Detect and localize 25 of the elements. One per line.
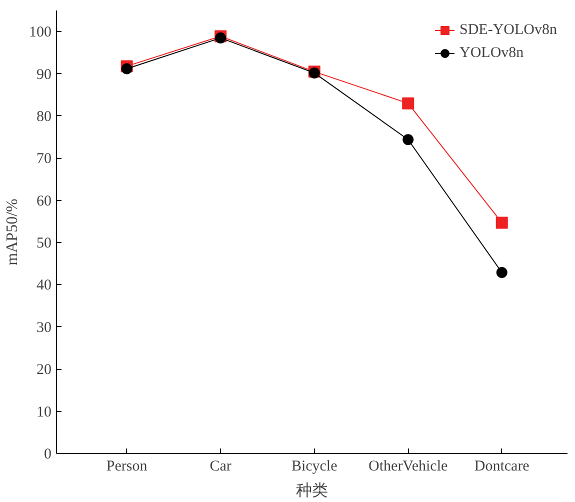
point: [496, 267, 508, 278]
y-tick-label: 10: [36, 404, 52, 420]
y-tick-label: 90: [36, 66, 52, 83]
y-tick-label: 0: [44, 446, 52, 462]
point: [402, 97, 414, 110]
x-tick-label: Car: [210, 458, 232, 474]
legend-label: SDE-YOLOv8n: [460, 22, 557, 38]
y-tick-label: 30: [36, 320, 52, 336]
y-tick-label: 100: [29, 24, 52, 41]
y-tick-label: 80: [36, 108, 52, 125]
y-axis-title: mAP50/%: [4, 198, 21, 266]
x-axis-title: 种类: [296, 482, 328, 500]
point: [402, 134, 414, 146]
x-tick-label: Person: [106, 458, 148, 474]
x-tick-label: OtherVehicle: [368, 458, 448, 474]
y-tick-label: 40: [36, 278, 52, 294]
y-tick-label: 60: [36, 193, 52, 210]
y-tick-label: 70: [36, 151, 52, 168]
point: [121, 63, 132, 74]
point: [496, 216, 508, 229]
x-tick-label: Bicycle: [291, 458, 338, 474]
y-tick-label: 20: [36, 362, 52, 378]
x-tick-label: Dontcare: [474, 458, 530, 474]
legend-label: YOLOv8n: [460, 44, 524, 62]
y-tick-label: 50: [36, 236, 52, 252]
